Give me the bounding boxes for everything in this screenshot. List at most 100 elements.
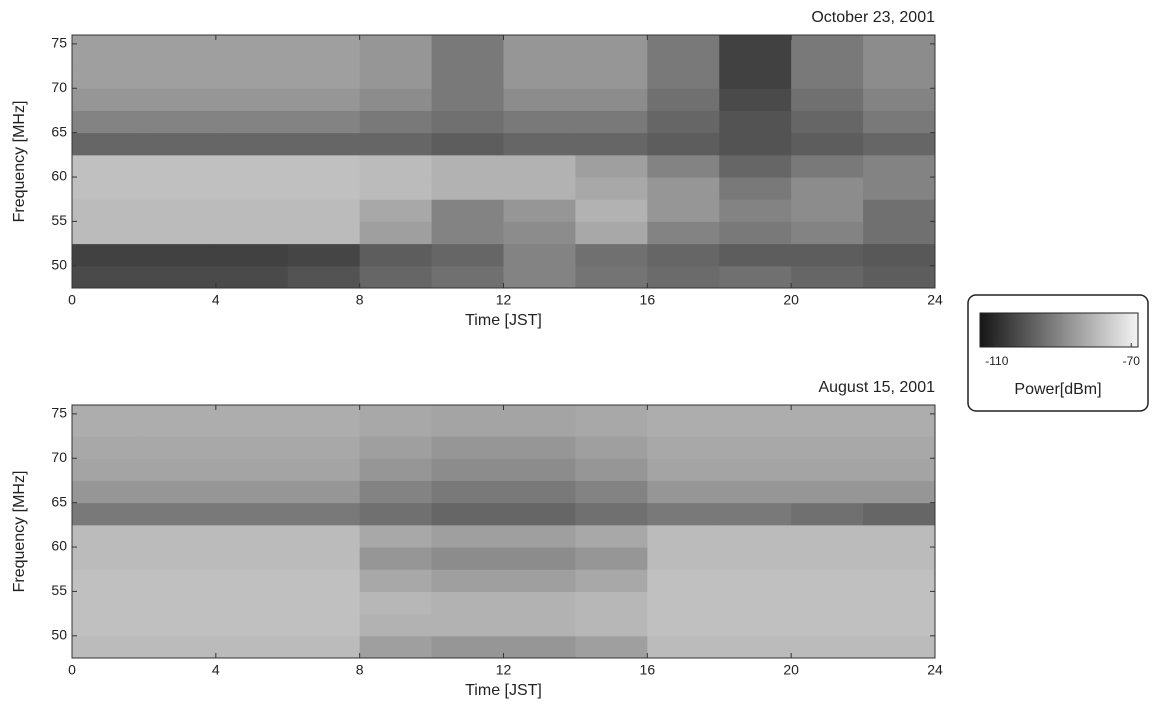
heatmap-cell <box>72 591 145 615</box>
heatmap-cell <box>359 265 433 289</box>
heatmap-cell <box>863 591 936 615</box>
heatmap-cell <box>143 502 217 526</box>
heatmap-cell <box>431 132 504 156</box>
heatmap-cell <box>215 635 289 659</box>
heatmap-cell <box>503 405 576 437</box>
heatmap-cell <box>575 243 648 267</box>
heatmap-cell <box>359 480 433 504</box>
chart-title: October 23, 2001 <box>811 9 935 26</box>
y-tick-label: 65 <box>51 123 67 139</box>
heatmap-cell <box>791 613 864 637</box>
heatmap-cell <box>575 221 648 245</box>
heatmap-cell <box>72 110 145 134</box>
heatmap-cell <box>359 591 433 615</box>
heatmap-cell <box>719 66 792 89</box>
heatmap-cell <box>287 66 361 89</box>
heatmap-cell <box>863 243 936 267</box>
colorbar-tick-label: -110 <box>985 354 1008 368</box>
heatmap-cell <box>647 243 720 267</box>
heatmap-cell <box>647 199 720 222</box>
heatmap-cell <box>791 635 864 659</box>
heatmap-cell <box>575 35 648 67</box>
x-tick-label: 0 <box>68 662 76 678</box>
heatmap-cell <box>575 547 648 570</box>
heatmap-cell <box>719 547 792 570</box>
heatmap-cell <box>431 154 504 178</box>
heatmap-cell <box>863 35 936 67</box>
heatmap-cell <box>647 547 720 570</box>
heatmap-cell <box>287 524 361 548</box>
heatmap-cell <box>791 199 864 222</box>
colorbar-label: Power[dBm] <box>1014 381 1101 398</box>
heatmap-cell <box>72 177 145 200</box>
heatmap-cell <box>359 154 433 178</box>
heatmap-cell <box>863 110 936 134</box>
heatmap-cell <box>143 110 217 134</box>
heatmap-cell <box>72 199 145 222</box>
heatmap-cell <box>359 110 433 134</box>
heatmap-cell <box>215 613 289 637</box>
heatmap-cell <box>719 502 792 526</box>
heatmap-cell <box>647 154 720 178</box>
heatmap-cell <box>503 35 576 67</box>
heatmap-cell <box>791 88 864 111</box>
heatmap-cell <box>72 66 145 89</box>
heatmap-cell <box>72 88 145 111</box>
heatmap-cell <box>575 635 648 659</box>
heatmap-cell <box>863 199 936 222</box>
y-tick-label: 55 <box>51 582 67 598</box>
heatmap-cell <box>791 177 864 200</box>
heatmap-cell <box>647 110 720 134</box>
heatmap-cell <box>503 265 576 289</box>
x-tick-label: 8 <box>356 662 364 678</box>
heatmap-cell <box>575 110 648 134</box>
heatmap-cell <box>359 221 433 245</box>
heatmap-cell <box>503 458 576 481</box>
heatmap-cell <box>143 132 217 156</box>
heatmap-cell <box>431 635 504 659</box>
heatmap-cell <box>647 436 720 459</box>
heatmap-cell <box>791 547 864 570</box>
heatmap-cell <box>791 569 864 592</box>
heatmap-cell <box>647 221 720 245</box>
heatmap-cell <box>503 613 576 637</box>
heatmap-cell <box>431 524 504 548</box>
heatmap-cell <box>431 458 504 481</box>
heatmap-cell <box>287 243 361 267</box>
heatmap-cell <box>719 132 792 156</box>
heatmap-cell <box>503 502 576 526</box>
heatmap-cell <box>863 547 936 570</box>
heatmap-cell <box>503 154 576 178</box>
y-tick-label: 50 <box>51 257 67 273</box>
heatmap-cell <box>503 221 576 245</box>
y-tick-label: 65 <box>51 493 67 509</box>
heatmap-cell <box>431 265 504 289</box>
heatmap-cell <box>863 221 936 245</box>
y-tick-label: 75 <box>51 35 67 51</box>
heatmap-cell <box>359 613 433 637</box>
heatmap-cell <box>719 88 792 111</box>
heatmap-cell <box>863 502 936 526</box>
heatmap-cell <box>575 265 648 289</box>
heatmap-cell <box>791 502 864 526</box>
heatmap-cell <box>719 177 792 200</box>
heatmap-cell <box>791 591 864 615</box>
x-tick-label: 4 <box>212 292 220 308</box>
heatmap-cell <box>287 480 361 504</box>
heatmap-cell <box>215 110 289 134</box>
heatmap-cell <box>215 405 289 437</box>
heatmap-cell <box>575 88 648 111</box>
heatmap-cell <box>575 591 648 615</box>
heatmap-cell <box>143 265 217 289</box>
heatmap-cell <box>863 88 936 111</box>
heatmap-cell <box>719 436 792 459</box>
x-tick-label: 8 <box>356 292 364 308</box>
heatmap-cell <box>791 458 864 481</box>
x-tick-label: 20 <box>783 662 799 678</box>
heatmap-cell <box>287 591 361 615</box>
heatmap-cell <box>359 405 433 437</box>
heatmap-cell <box>431 436 504 459</box>
heatmap-cell <box>359 524 433 548</box>
heatmap-cell <box>143 66 217 89</box>
heatmap-cell <box>791 524 864 548</box>
